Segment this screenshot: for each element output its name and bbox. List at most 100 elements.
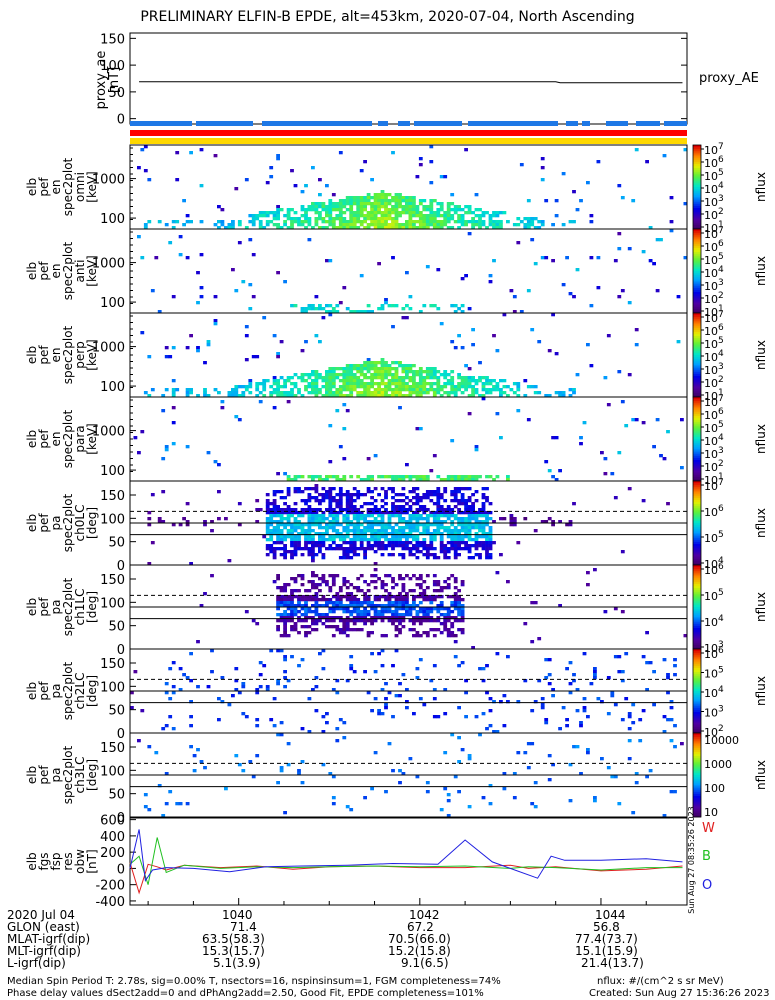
- heatmap-cell: [300, 499, 305, 503]
- heatmap-cell: [457, 544, 461, 548]
- colorbar-step: [693, 749, 701, 753]
- heatmap-cell: [446, 586, 451, 590]
- heatmap-cell: [533, 391, 538, 395]
- heatmap-cell: [471, 523, 475, 527]
- heatmap-cell: [499, 436, 503, 440]
- heatmap-cell: [321, 376, 326, 380]
- heatmap-cell: [199, 220, 204, 224]
- heatmap-cell: [321, 730, 326, 734]
- heatmap-cell: [290, 526, 294, 530]
- heatmap-cell: [432, 514, 437, 518]
- heatmap-cell: [457, 520, 461, 524]
- heatmap-cell: [325, 259, 329, 263]
- heatmap-cell: [269, 166, 274, 170]
- heatmap-cell: [363, 520, 367, 524]
- heatmap-cell: [586, 751, 590, 755]
- heatmap-cell: [603, 457, 608, 461]
- heatmap-cell: [485, 382, 489, 386]
- heatmap-cell: [311, 523, 315, 527]
- heatmap-cell: [439, 523, 444, 527]
- heatmap-cell: [471, 538, 475, 542]
- heatmap-cell: [436, 202, 441, 206]
- heatmap-cell: [338, 202, 343, 206]
- heatmap-cell: [314, 490, 319, 494]
- heatmap-cell: [443, 580, 448, 584]
- heatmap-cell: [331, 367, 336, 371]
- heatmap-cell: [349, 619, 354, 623]
- heatmap-cell: [394, 223, 399, 227]
- heatmap-cell: [384, 373, 388, 377]
- heatmap-cell: [683, 148, 688, 152]
- colorbar-tick-label: 10000: [704, 734, 739, 747]
- heatmap-cell: [439, 520, 444, 524]
- heatmap-cell: [471, 526, 475, 530]
- heatmap-cell: [311, 511, 315, 515]
- heatmap-cell: [481, 502, 486, 506]
- heatmap-cell: [338, 628, 343, 632]
- heatmap-cell: [394, 544, 399, 548]
- colorbar-label: nflux: [754, 424, 768, 454]
- heatmap-cell: [325, 619, 329, 623]
- heatmap-cell: [356, 211, 361, 215]
- heatmap-cell: [189, 220, 193, 224]
- heatmap-cell: [575, 688, 580, 692]
- heatmap-cell: [415, 577, 420, 581]
- heatmap-cell: [283, 544, 287, 548]
- heatmap-cell: [551, 688, 555, 692]
- heatmap-cell: [234, 385, 239, 389]
- colorbar-step: [693, 718, 701, 721]
- heatmap-cell: [356, 547, 361, 551]
- heatmap-cell: [415, 499, 420, 503]
- heatmap-cell: [370, 211, 374, 215]
- heatmap-cell: [373, 619, 378, 623]
- heatmap-cell: [359, 202, 364, 206]
- heatmap-cell: [352, 202, 357, 206]
- heatmap-cell: [304, 538, 308, 542]
- heatmap-cell: [415, 547, 420, 551]
- heatmap-cell: [318, 523, 322, 527]
- heatmap-cell: [150, 289, 155, 293]
- heatmap-cell: [373, 223, 378, 227]
- heatmap-cell: [586, 571, 590, 575]
- heatmap-cell: [373, 535, 378, 539]
- heatmap-cell: [387, 193, 392, 197]
- y-tick-label: 100: [100, 764, 125, 779]
- heatmap-cell: [314, 619, 319, 623]
- series-line-W: [129, 862, 683, 895]
- heatmap-cell: [307, 304, 312, 308]
- date-label: 2020 Jul 04: [7, 908, 75, 922]
- heatmap-cell: [290, 628, 294, 632]
- heatmap-cell: [387, 487, 392, 491]
- heatmap-cell: [147, 745, 152, 749]
- heatmap-cell: [450, 529, 455, 533]
- heatmap-cell: [408, 547, 413, 551]
- heatmap-cell: [464, 535, 468, 539]
- heatmap-cell: [412, 202, 416, 206]
- heatmap-cell: [495, 214, 500, 218]
- heatmap-cell: [610, 472, 615, 476]
- heatmap-cell: [380, 304, 385, 308]
- heatmap-cell: [401, 511, 406, 515]
- heatmap-cell: [311, 619, 315, 623]
- heatmap-cell: [526, 289, 531, 293]
- heatmap-cell: [241, 685, 246, 689]
- heatmap-cell: [631, 703, 636, 707]
- heatmap-cell: [321, 604, 326, 608]
- colorbar-step: [693, 397, 701, 400]
- heatmap-cell: [443, 217, 448, 221]
- heatmap-cell: [638, 739, 643, 743]
- heatmap-cell: [460, 517, 465, 521]
- heatmap-cell: [321, 217, 326, 221]
- heatmap-cell: [359, 214, 364, 218]
- legend-B: B: [702, 849, 711, 864]
- heatmap-cell: [495, 385, 500, 389]
- heatmap-cell: [425, 475, 430, 479]
- heatmap-cell: [373, 373, 378, 377]
- heatmap-cell: [394, 538, 399, 542]
- heatmap-cell: [394, 391, 399, 395]
- heatmap-cell: [342, 583, 347, 587]
- heatmap-cell: [439, 478, 444, 482]
- heatmap-cell: [412, 214, 416, 218]
- heatmap-cell: [279, 520, 284, 524]
- heatmap-cell: [412, 616, 416, 620]
